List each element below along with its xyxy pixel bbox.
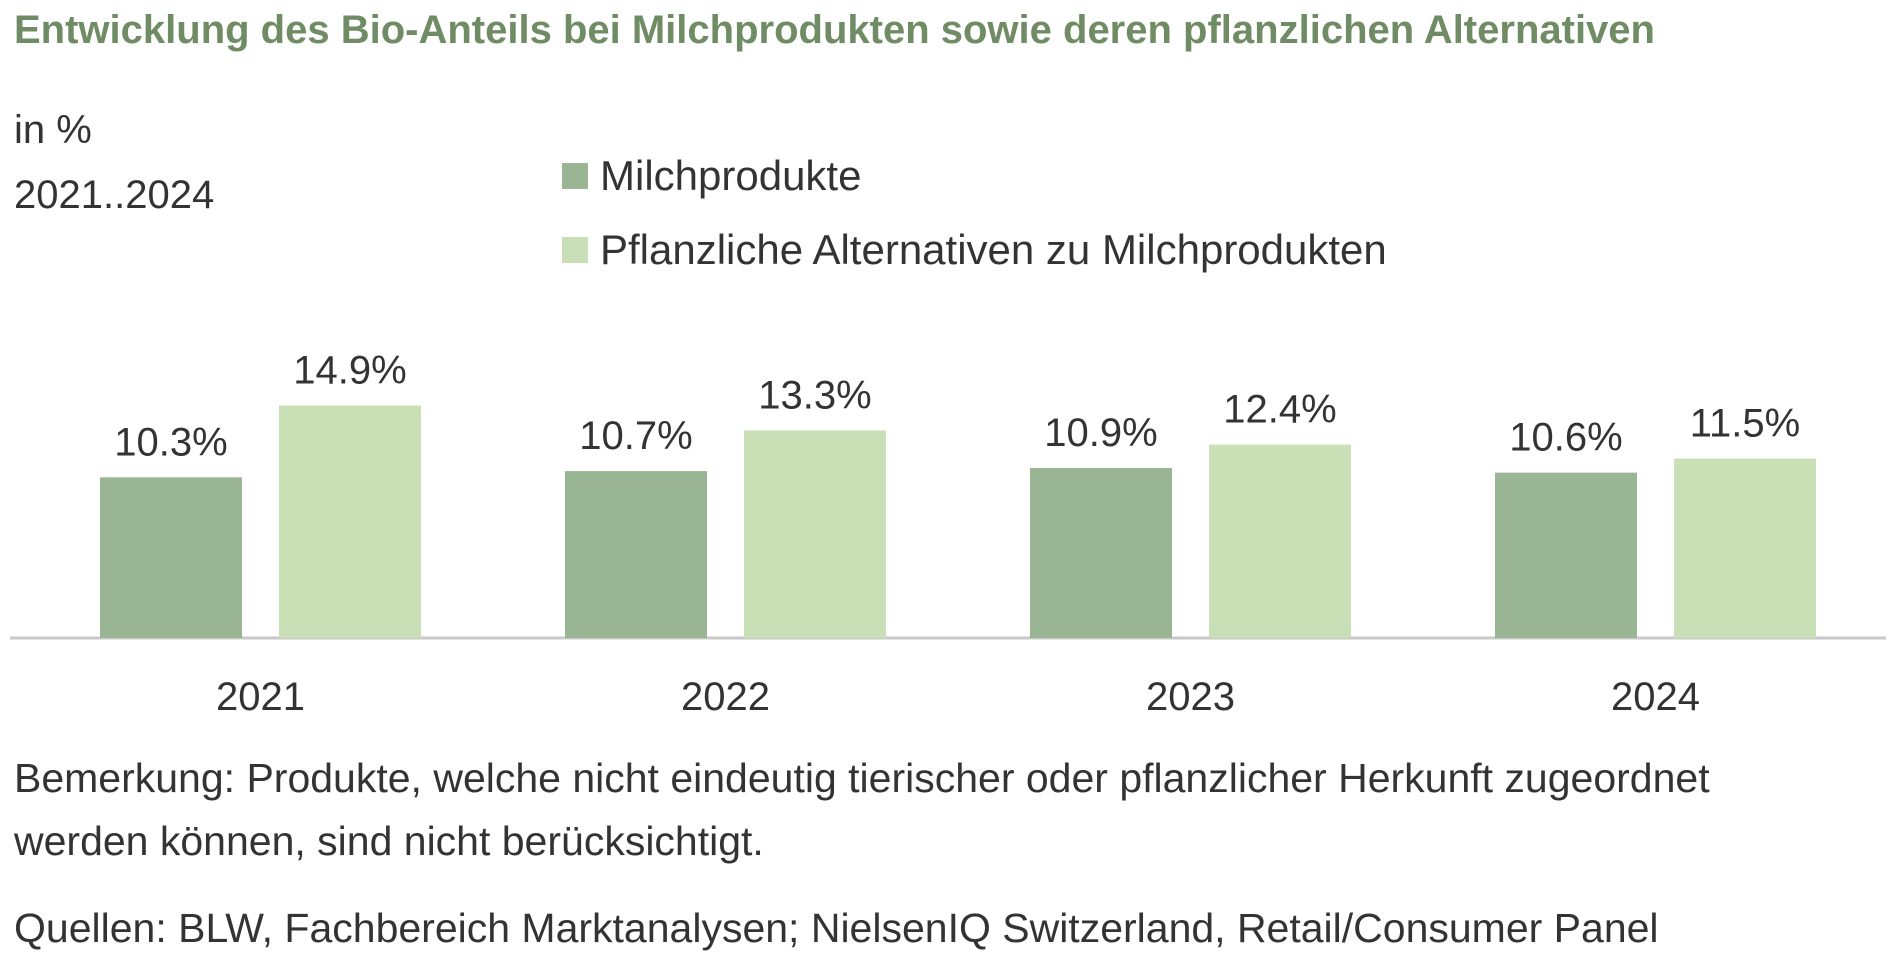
bar-2021-series-2: [279, 405, 421, 638]
bar-2024-series-1: [1495, 472, 1637, 638]
bar-2022-series-2: [744, 430, 886, 638]
bar-2023-series-1: [1030, 467, 1172, 638]
x-tick-label-2023: 2023: [1146, 675, 1235, 719]
remark-line-1: Bemerkung: Produkte, welche nicht eindeu…: [14, 755, 1710, 801]
data-label-2024-series-1: 10.6%: [1509, 416, 1622, 460]
bar-chart: 10.3% 14.9% 2021 10.7% 13.3% 2022 10.9% 12.4% 20…: [10, 349, 1886, 719]
data-label-2023-series-1: 10.9%: [1044, 411, 1157, 455]
period-label: 2021..2024: [14, 173, 215, 217]
x-tick-label-2022: 2022: [681, 675, 770, 719]
legend-label-milchprodukte: Milchprodukte: [600, 152, 862, 199]
bar-2024-series-2: [1674, 458, 1816, 638]
sources-note: Quellen: BLW, Fachbereich Marktanalysen;…: [14, 905, 1659, 951]
x-tick-label-2024: 2024: [1611, 675, 1700, 719]
legend-item-milchprodukte: Milchprodukte: [562, 152, 861, 200]
data-label-2024-series-2: 11.5%: [1690, 402, 1800, 446]
bar-2021-series-1: [100, 477, 242, 638]
unit-label: in %: [14, 108, 92, 152]
data-label-2023-series-2: 12.4%: [1223, 388, 1336, 432]
bar-2022-series-1: [565, 471, 707, 638]
remark-line-2: werden können, sind nicht berücksichtigt…: [14, 818, 764, 864]
legend-swatch-milchprodukte: [562, 163, 588, 189]
chart-title: Entwicklung des Bio-Anteils bei Milchpro…: [14, 8, 1655, 52]
x-tick-label-2021: 2021: [216, 675, 305, 719]
bar-2023-series-2: [1209, 444, 1351, 638]
legend-item-pflanzliche-alternativen: Pflanzliche Alternativen zu Milchprodukt…: [562, 226, 1387, 274]
legend-label-pflanzliche-alternativen: Pflanzliche Alternativen zu Milchprodukt…: [600, 226, 1387, 273]
data-label-2022-series-2: 13.3%: [758, 374, 871, 418]
data-label-2022-series-1: 10.7%: [579, 414, 692, 458]
data-label-2021-series-2: 14.9%: [293, 349, 406, 393]
legend-swatch-pflanzliche-alternativen: [562, 237, 588, 263]
data-label-2021-series-1: 10.3%: [114, 420, 227, 464]
